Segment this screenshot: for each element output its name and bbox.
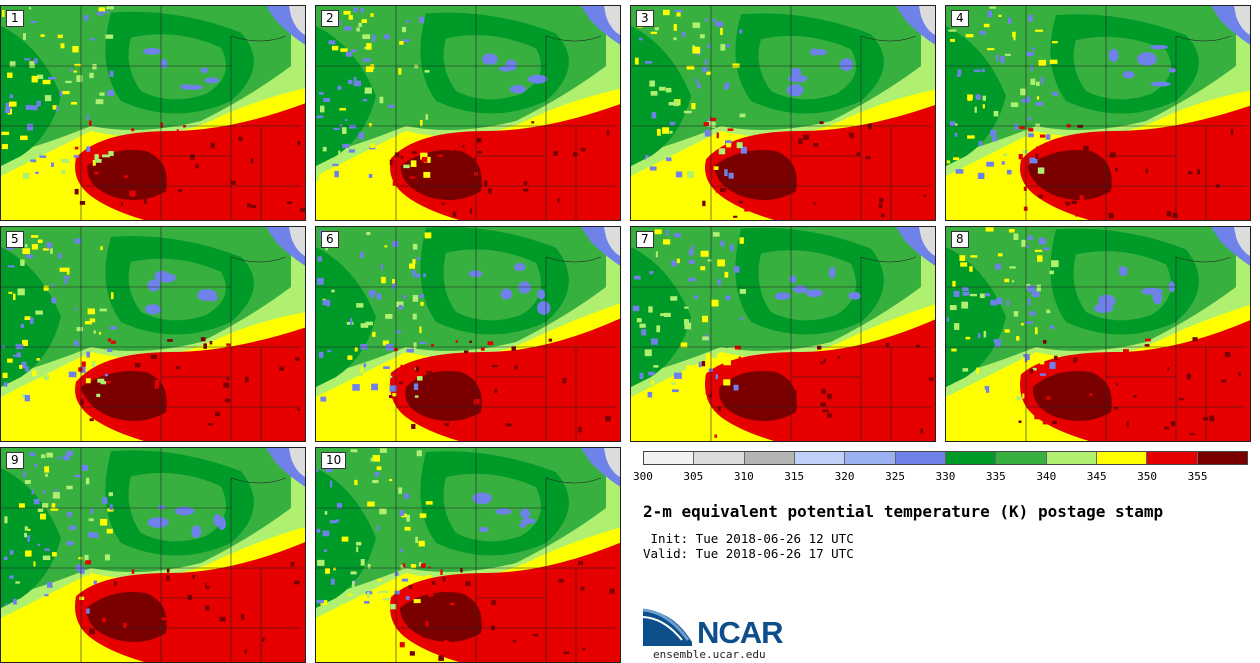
logo-wordmark: NCAR [697, 615, 784, 650]
member-panel-8[interactable]: 8 [945, 226, 1251, 442]
member-label: 7 [636, 231, 654, 248]
colorbar-tick-label: 325 [885, 470, 905, 483]
colorbar-swatch [794, 452, 846, 464]
colorbar-swatch [945, 452, 997, 464]
member-label: 3 [636, 10, 654, 27]
member-map [1, 6, 305, 220]
member-label: 9 [6, 452, 24, 469]
member-label: 10 [321, 452, 347, 469]
member-label: 1 [6, 10, 24, 27]
member-panel-9[interactable]: 9 [0, 447, 306, 663]
colorbar-tick-label: 340 [1036, 470, 1057, 483]
colorbar-swatch [644, 452, 695, 464]
member-label: 4 [951, 10, 969, 27]
member-label: 6 [321, 231, 339, 248]
member-map [631, 227, 935, 441]
member-map [631, 6, 935, 220]
colorbar-tick-label: 310 [733, 470, 754, 483]
colorbar-swatch [744, 452, 795, 464]
colorbar-tick-label: 315 [784, 470, 805, 483]
colorbar-swatch [895, 452, 946, 464]
member-label: 8 [951, 231, 969, 248]
colorbar-tick-label: 355 [1187, 470, 1208, 483]
member-label: 5 [6, 231, 24, 248]
member-map [946, 227, 1250, 441]
member-map [1, 227, 305, 441]
member-map [316, 448, 620, 662]
colorbar-swatch [1147, 452, 1198, 464]
member-map [316, 6, 620, 220]
colorbar-swatch [996, 452, 1047, 464]
colorbar-tick-label: 350 [1137, 470, 1158, 483]
member-map [316, 227, 620, 441]
colorbar-tick-label: 335 [985, 470, 1006, 483]
member-panel-1[interactable]: 1 [0, 5, 306, 221]
member-panel-2[interactable]: 2 [315, 5, 621, 221]
colorbar-tick-label: 300 [633, 470, 653, 483]
ncar-logo-icon [642, 608, 692, 646]
plot-title: 2-m equivalent potential temperature (K)… [643, 502, 1164, 521]
logo-url[interactable]: ensemble.ucar.edu [653, 648, 766, 661]
colorbar-tick-label: 320 [834, 470, 855, 483]
colorbar-swatch [1096, 452, 1148, 464]
member-panel-10[interactable]: 10 [315, 447, 621, 663]
member-map [946, 6, 1250, 220]
colorbar-swatch [1046, 452, 1097, 464]
colorbar-tick-label: 330 [935, 470, 956, 483]
member-label: 2 [321, 10, 339, 27]
colorbar-swatch [845, 452, 896, 464]
member-panel-6[interactable]: 6 [315, 226, 621, 442]
init-time: Init: Tue 2018-06-26 12 UTC [643, 531, 854, 546]
colorbar-swatch [694, 452, 745, 464]
colorbar-tick-label: 345 [1086, 470, 1107, 483]
member-panel-7[interactable]: 7 [630, 226, 936, 442]
member-panel-3[interactable]: 3 [630, 5, 936, 221]
colorbar [643, 451, 1248, 465]
member-map [1, 448, 305, 662]
member-panel-4[interactable]: 4 [945, 5, 1251, 221]
colorbar-tick-label: 305 [683, 470, 704, 483]
valid-time: Valid: Tue 2018-06-26 17 UTC [643, 546, 854, 561]
member-panel-5[interactable]: 5 [0, 226, 306, 442]
colorbar-swatch [1197, 452, 1247, 464]
